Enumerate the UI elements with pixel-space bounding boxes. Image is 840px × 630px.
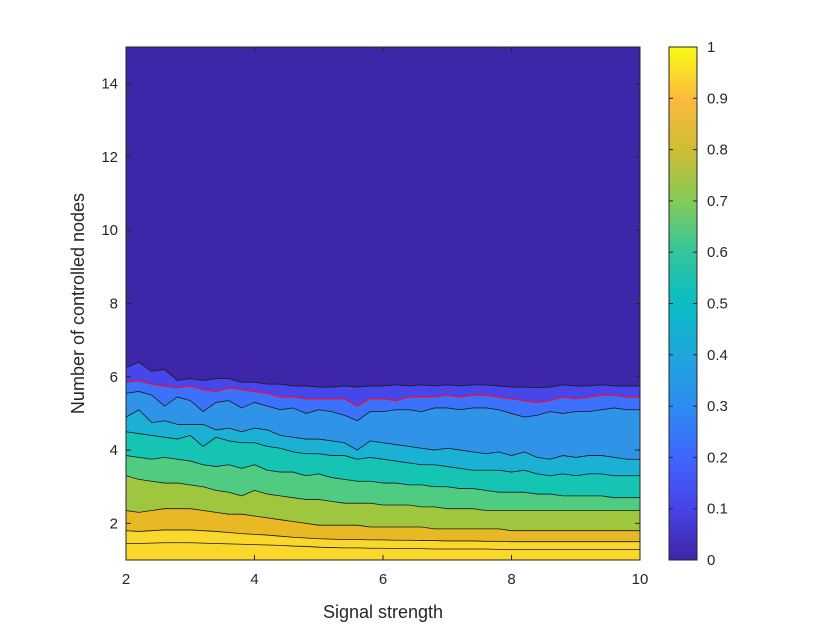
x-axis: 2 4 6 8 10 [122,47,649,588]
y-tick-label: 10 [101,222,118,239]
colorbar-tick-label: 0.9 [707,90,728,107]
colorbar-tick-label: 0 [707,552,715,569]
colorbar-tick-label: 0.7 [707,193,728,210]
contour-line [125,508,640,532]
colorbar-tick-label: 0.4 [707,347,728,364]
colorbar-tick-label: 0.2 [707,449,728,466]
highlight-contour-line [125,379,640,407]
y-tick-label: 14 [101,76,118,93]
y-tick-label: 2 [110,515,118,532]
contour-line [125,529,640,543]
x-tick-label: 4 [250,571,258,588]
colorbar-tick-label: 1 [707,39,715,56]
contour-lines [125,361,640,550]
colorbar-tick-label: 0.6 [707,244,728,261]
contour-line [125,361,640,389]
y-axis: 2 4 6 8 10 12 14 [101,76,640,532]
y-tick-label: 12 [101,149,118,166]
colorbar-gradient [668,46,698,561]
colorbar-tick-label: 0.1 [707,501,728,518]
contour-line [125,409,640,460]
y-tick-label: 8 [110,296,118,313]
contour-line [126,542,640,550]
x-tick-label: 2 [122,571,130,588]
colorbar-tick-label: 0.5 [707,296,728,313]
colorbar: 0 0.1 0.2 0.3 0.4 0.5 0.6 0.7 0.8 0.9 1 [668,39,728,569]
colorbar-tick-label: 0.3 [707,398,728,415]
y-tick-label: 6 [110,369,118,386]
x-tick-label: 6 [379,571,387,588]
x-tick-label: 8 [507,571,515,588]
colorbar-tick-label: 0.8 [707,142,728,159]
y-tick-label: 4 [110,442,118,459]
contour-line [125,431,640,477]
y-axis-label: Number of controlled nodes [68,193,88,414]
contour-line [125,391,640,422]
contour-line [125,475,640,511]
x-axis-label: Signal strength [323,602,443,622]
x-tick-label: 10 [632,571,649,588]
contour-line [125,455,640,499]
